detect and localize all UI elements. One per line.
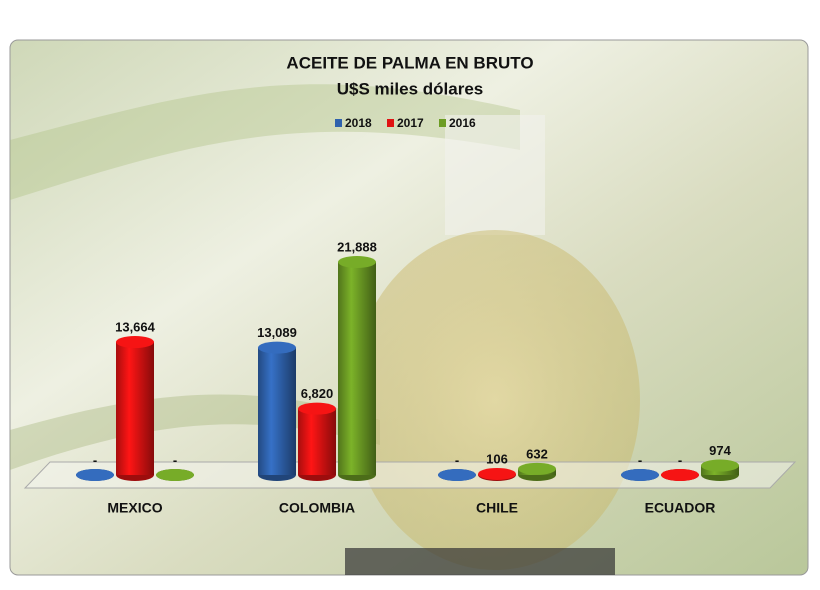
data-label: - xyxy=(173,452,177,467)
data-label: 974 xyxy=(709,443,731,458)
data-label: - xyxy=(93,452,97,467)
bar-top xyxy=(76,469,114,481)
flask-stand xyxy=(345,548,615,575)
bar-top xyxy=(701,459,739,472)
chart-floor xyxy=(23,461,797,489)
flask-neck xyxy=(445,115,545,235)
x-tick-label: ECUADOR xyxy=(645,500,716,516)
data-label: - xyxy=(638,452,642,467)
data-label: 21,888 xyxy=(337,239,377,254)
x-tick-label: COLOMBIA xyxy=(279,500,355,516)
legend-swatch xyxy=(439,119,446,127)
data-label: 106 xyxy=(486,451,508,466)
data-label: 13,089 xyxy=(257,325,297,340)
flask-body xyxy=(350,230,640,570)
bar-top xyxy=(518,462,556,475)
data-label: 632 xyxy=(526,446,548,461)
data-label: - xyxy=(455,452,459,467)
chart-subtitle: U$S miles dólares xyxy=(337,79,483,98)
data-label: 6,820 xyxy=(301,386,334,401)
bar xyxy=(298,408,336,475)
bar-top xyxy=(258,341,296,354)
legend-swatch xyxy=(387,119,394,127)
data-label: - xyxy=(678,452,682,467)
bar xyxy=(258,347,296,475)
bar-top xyxy=(156,469,194,481)
bar-top xyxy=(338,256,376,268)
bar-top xyxy=(478,467,516,480)
bar-top xyxy=(298,402,336,415)
legend-label: 2018 xyxy=(345,116,372,130)
legend-label: 2017 xyxy=(397,116,424,130)
x-tick-label: CHILE xyxy=(476,500,518,516)
legend-label: 2016 xyxy=(449,116,476,130)
bar xyxy=(116,342,154,475)
legend-swatch xyxy=(335,119,342,127)
chart-title: ACEITE DE PALMA EN BRUTO xyxy=(286,53,533,72)
bar-top xyxy=(116,336,154,349)
bar-top xyxy=(438,469,476,481)
x-tick-label: MEXICO xyxy=(107,500,162,516)
background-leaf xyxy=(10,84,520,200)
bar xyxy=(338,262,376,475)
bar-top xyxy=(661,469,699,481)
data-label: 13,664 xyxy=(115,319,156,334)
bar-top xyxy=(621,469,659,481)
